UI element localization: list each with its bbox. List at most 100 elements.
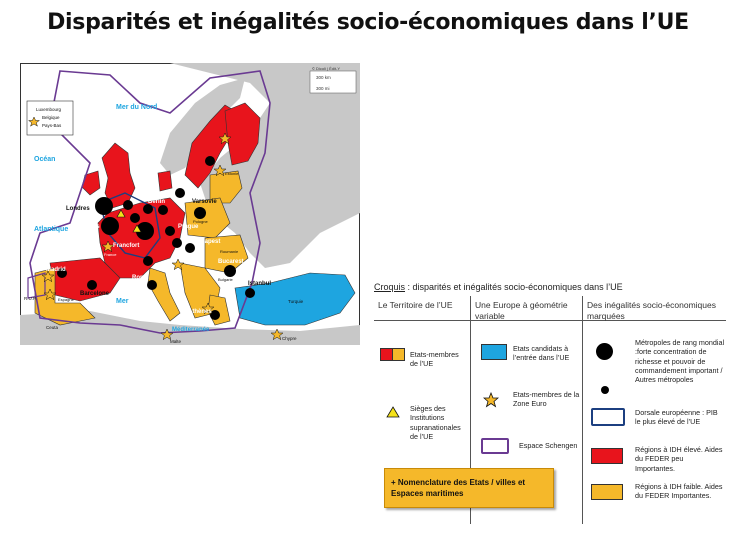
legend-candidats: Etats candidats à l’entrée dans l’UE <box>513 344 570 363</box>
copyright: © Dicoli | Édit-Y <box>312 66 340 71</box>
euro-star-grece <box>201 302 215 315</box>
euro-star-malte <box>160 328 174 341</box>
place-malte: Malte <box>170 339 182 344</box>
metro-barcelone <box>87 280 97 290</box>
sea-mer: Mer <box>116 298 129 305</box>
metro-vienne <box>172 238 182 248</box>
triangle-icon <box>386 406 400 418</box>
metro-stockholm <box>205 156 215 166</box>
metro-hambourg <box>143 204 153 214</box>
city-prague: Prague <box>178 224 199 230</box>
city-berlin: Berlin <box>148 199 165 205</box>
euro-star-slovenie <box>171 258 185 271</box>
place-turquie: Turquie <box>288 299 304 304</box>
swatch-dorsale <box>591 408 625 426</box>
legend-header-3: Des inégalités socio-économiques marquée… <box>587 300 716 321</box>
inset-star <box>27 116 41 127</box>
metro-bruxelles <box>130 213 140 223</box>
city-athenes: Athènes <box>188 309 212 315</box>
inset-pays-bas: Pays-Bas <box>42 123 62 128</box>
city-madrid: Madrid <box>46 267 66 273</box>
nomenclature-text: + Nomenclature des Etats / villes et Esp… <box>391 478 526 498</box>
swatch-eu-yellow <box>392 348 405 361</box>
region-romania <box>204 234 249 274</box>
legend-table: Le Territoire de l’UE Etats-membres de l… <box>374 296 726 524</box>
euro-star-finlande <box>218 132 232 145</box>
legend-idh-faible: Régions à IDH faible. Aides du FEDER Imp… <box>635 482 723 501</box>
metro-small-dot-icon <box>601 386 609 394</box>
city-francfort: Francfort <box>113 243 139 249</box>
metro-copenhague <box>175 188 185 198</box>
city-budapest: Budapest <box>193 239 220 245</box>
metro-rome <box>147 280 157 290</box>
legend-dorsale: Dorsale européenne : PIB le plus élevé d… <box>635 408 718 427</box>
page-title: Disparités et inégalités socio-économiqu… <box>47 10 689 35</box>
caption-prefix: Croquis <box>374 282 406 292</box>
seat-strasbourg <box>132 224 142 233</box>
swatch-idh-low <box>591 484 623 500</box>
inset-luxembourg: Luxembourg <box>36 107 62 112</box>
legend-zone-euro: Etats-membres de la Zone Euro <box>513 390 580 409</box>
eu-map: Luxembourg Belgique Pays-Bas © Dicoli | … <box>20 63 360 345</box>
metro-bucarest <box>224 265 236 277</box>
legend-caption: Croquis : disparités et inégalités socio… <box>374 282 623 292</box>
place-roumanie: Roumanie <box>220 249 239 254</box>
region-turkey <box>234 272 356 326</box>
region-finland <box>224 102 261 166</box>
place-ceuta: Ceuta <box>46 325 59 330</box>
metro-madrid <box>57 268 67 278</box>
scale-km: 300 km <box>316 75 331 80</box>
euro-star-portugal <box>43 288 57 301</box>
metro-istanbul <box>245 288 255 298</box>
legend-header-2: Une Europe à géométrie variable <box>475 300 568 321</box>
sea-mer-du-nord: Mer du Nord <box>116 104 157 111</box>
region-poland <box>184 197 231 239</box>
scale-box <box>309 70 357 94</box>
euro-star-estonie <box>213 164 227 177</box>
city-barcelone: Barcelone <box>80 291 110 297</box>
swatch-idh-high <box>591 448 623 464</box>
place-bulgarie: Bulgarie <box>218 277 233 282</box>
place-france: France <box>104 252 117 257</box>
map-svg: Luxembourg Belgique Pays-Bas © Dicoli | … <box>20 63 360 345</box>
schengen-rup <box>27 272 46 299</box>
euro-star-chypre <box>270 328 284 341</box>
city-rome: Rome <box>132 275 149 281</box>
legend-header-divider <box>374 320 726 321</box>
metro-varsovie <box>194 207 206 219</box>
caption-text: : disparités et inégalités socio-économi… <box>405 282 623 292</box>
region-baltic <box>209 170 243 204</box>
scale-mi: 300 mi <box>316 86 330 91</box>
metro-amsterdam <box>123 200 133 210</box>
legend-sieges: Sièges des Institutions supranationales … <box>410 404 461 441</box>
legend-header-1: Le Territoire de l’UE <box>378 300 453 310</box>
land-norway <box>160 78 245 175</box>
legend-col-territoire: Le Territoire de l’UE Etats-membres de l… <box>374 296 470 524</box>
star-icon <box>483 392 499 408</box>
metro-prague <box>165 226 175 236</box>
region-denmark <box>157 170 173 192</box>
inset-belgique: Belgique <box>42 115 60 120</box>
dorsale-outline <box>99 192 161 259</box>
schengen-outline <box>29 70 271 334</box>
legend-col-geometrie: Une Europe à géométrie variable Etats ca… <box>470 296 583 524</box>
city-istanbul: Istanbul <box>248 281 271 287</box>
nomenclature-box: + Nomenclature des Etats / villes et Esp… <box>384 468 554 508</box>
place-estonie: Estonie <box>225 171 239 176</box>
place-pologne: Pologne <box>193 219 208 224</box>
legend-col-inegalites: Des inégalités socio-économiques marquée… <box>582 296 727 524</box>
euro-star-espagne <box>41 270 55 283</box>
city-varsovie: Varsovie <box>192 199 217 205</box>
metro-large-dot-icon <box>596 343 613 360</box>
place-espagne: Espagne <box>58 297 75 302</box>
sea-ocean: Océan <box>34 156 55 163</box>
sea-atlantique: Atlantique <box>34 226 68 233</box>
city-londres: Londres <box>66 206 90 212</box>
legend-idh-eleve: Régions à IDH élevé. Aides du FEDER peu … <box>635 445 723 473</box>
place-rup: R.U.P. <box>24 296 37 301</box>
legend-schengen: Espace Schengen <box>519 441 578 450</box>
metro-londres <box>95 197 113 215</box>
legend-etats-membres: Etats-membres de l’UE <box>410 350 459 369</box>
metro-athenes <box>210 310 220 320</box>
euro-star-france <box>101 240 115 253</box>
